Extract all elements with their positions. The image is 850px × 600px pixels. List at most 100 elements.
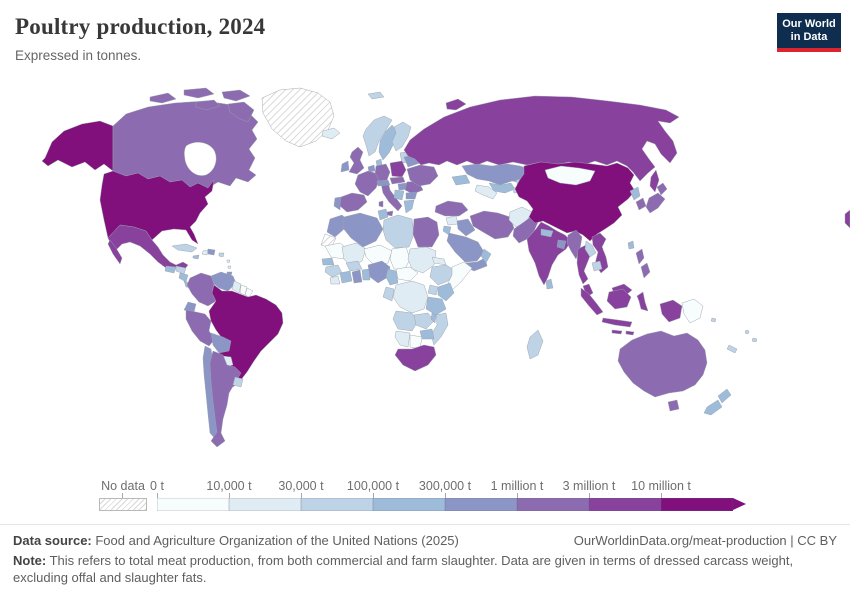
country-mali[interactable] [341, 242, 367, 268]
country-argentina[interactable] [209, 350, 242, 448]
country-portugal[interactable] [333, 196, 342, 211]
country-russia-novaya-zemlya[interactable] [445, 98, 467, 111]
country-canada-arctic-1[interactable] [149, 92, 177, 104]
country-central-african-republic[interactable] [395, 266, 419, 282]
legend-segment[interactable] [661, 498, 733, 511]
country-indonesia-sunda-1[interactable] [611, 329, 623, 335]
country-svalbard[interactable] [367, 91, 385, 100]
legend-segment[interactable] [157, 498, 229, 511]
country-greece[interactable] [403, 199, 415, 214]
country-indonesia-papua[interactable] [659, 299, 683, 323]
country-indonesia-java[interactable] [601, 317, 633, 328]
country-lesser-antilles-2[interactable] [227, 265, 232, 270]
country-ethiopia[interactable] [429, 264, 457, 286]
legend-segment[interactable] [445, 498, 517, 511]
country-finland[interactable] [391, 121, 412, 152]
country-ireland[interactable] [340, 160, 350, 173]
legend-segment[interactable] [517, 498, 589, 511]
country-cote-divoire[interactable] [339, 270, 353, 284]
country-congo[interactable] [382, 286, 395, 302]
country-jamaica[interactable] [192, 254, 200, 260]
country-mexico[interactable] [107, 224, 189, 271]
country-south-africa[interactable] [394, 344, 437, 372]
country-austria[interactable] [376, 179, 391, 187]
country-tanzania[interactable] [425, 296, 447, 316]
country-senegal[interactable] [321, 257, 335, 266]
country-syria[interactable] [445, 215, 459, 226]
country-cameroon[interactable] [385, 268, 399, 286]
country-dominican-republic[interactable] [207, 248, 216, 256]
country-iraq[interactable] [456, 218, 476, 237]
country-papua-new-guinea[interactable] [681, 298, 704, 324]
country-sardinia[interactable] [378, 200, 384, 208]
country-new-caledonia[interactable] [726, 344, 738, 354]
country-norway[interactable] [362, 115, 393, 157]
country-uganda[interactable] [427, 284, 439, 296]
country-bangladesh[interactable] [556, 239, 567, 250]
country-burkina-faso[interactable] [345, 260, 363, 272]
country-venezuela[interactable] [210, 271, 237, 292]
country-libya[interactable] [382, 214, 415, 249]
country-zambia[interactable] [413, 312, 435, 330]
country-cuba[interactable] [171, 243, 198, 253]
country-guinea[interactable] [324, 264, 343, 278]
country-zimbabwe[interactable] [419, 328, 435, 340]
owid-logo[interactable]: Our World in Data [777, 13, 841, 52]
country-canada-baffin[interactable] [227, 101, 255, 123]
country-north-korea[interactable] [629, 186, 641, 201]
legend-segment[interactable] [229, 498, 301, 511]
country-algeria[interactable] [342, 212, 384, 248]
country-spain[interactable] [339, 192, 368, 213]
country-greenland[interactable] [261, 87, 335, 148]
country-mozambique[interactable] [430, 312, 449, 346]
country-russia-chukotka[interactable] [844, 209, 850, 229]
country-china[interactable] [514, 161, 636, 242]
country-indonesia-sumatra[interactable] [580, 287, 604, 316]
country-ghana[interactable] [351, 269, 363, 284]
country-indonesia-sunda-2[interactable] [625, 330, 635, 336]
country-indonesia-kalimantan[interactable] [606, 288, 632, 310]
country-indonesia-sulawesi[interactable] [636, 291, 649, 312]
legend-segment[interactable] [373, 498, 445, 511]
country-india[interactable] [526, 221, 572, 286]
country-balkans[interactable] [393, 189, 405, 201]
country-madagascar[interactable] [526, 329, 544, 360]
country-sudan[interactable] [407, 246, 437, 274]
country-laos[interactable] [584, 240, 597, 258]
country-japan-hokkaido[interactable] [656, 182, 668, 196]
country-uruguay[interactable] [232, 376, 244, 388]
country-guatemala[interactable] [164, 265, 177, 274]
country-fiji-1[interactable] [751, 337, 758, 343]
country-mexico-baja[interactable] [107, 239, 123, 265]
country-netherlands[interactable] [367, 164, 376, 173]
country-bolivia[interactable] [210, 332, 232, 354]
legend-segment[interactable] [301, 498, 373, 511]
country-nepal[interactable] [540, 228, 554, 238]
country-angola[interactable] [392, 310, 419, 332]
country-oman[interactable] [480, 248, 492, 264]
country-sierra-leone[interactable] [329, 275, 341, 285]
country-egypt[interactable] [412, 216, 440, 248]
country-japan-honshu[interactable] [645, 192, 666, 214]
country-solomon-islands[interactable] [710, 317, 717, 323]
legend-no-data-swatch[interactable] [99, 498, 147, 511]
country-australia-tasmania[interactable] [667, 399, 680, 412]
country-bulgaria[interactable] [405, 191, 418, 200]
country-france[interactable] [354, 170, 380, 197]
country-lesser-antilles-1[interactable] [226, 259, 231, 264]
country-australia[interactable] [617, 330, 708, 398]
country-sicily[interactable] [386, 210, 394, 217]
country-russia[interactable] [403, 95, 680, 182]
country-canada-arctic-2[interactable] [183, 87, 215, 99]
country-new-zealand-south[interactable] [703, 399, 723, 416]
country-philippines-mindanao[interactable] [640, 262, 651, 279]
country-philippines-luzon[interactable] [635, 248, 645, 265]
country-somalia[interactable] [447, 261, 473, 292]
country-saudi-arabia[interactable] [446, 232, 485, 263]
country-united-kingdom[interactable] [348, 146, 365, 175]
country-canada-arctic-3[interactable] [221, 89, 251, 102]
country-nicaragua[interactable] [178, 272, 189, 283]
country-benin[interactable] [361, 268, 371, 281]
country-drc[interactable] [392, 280, 429, 314]
country-canada-arctic-4[interactable] [195, 99, 221, 111]
